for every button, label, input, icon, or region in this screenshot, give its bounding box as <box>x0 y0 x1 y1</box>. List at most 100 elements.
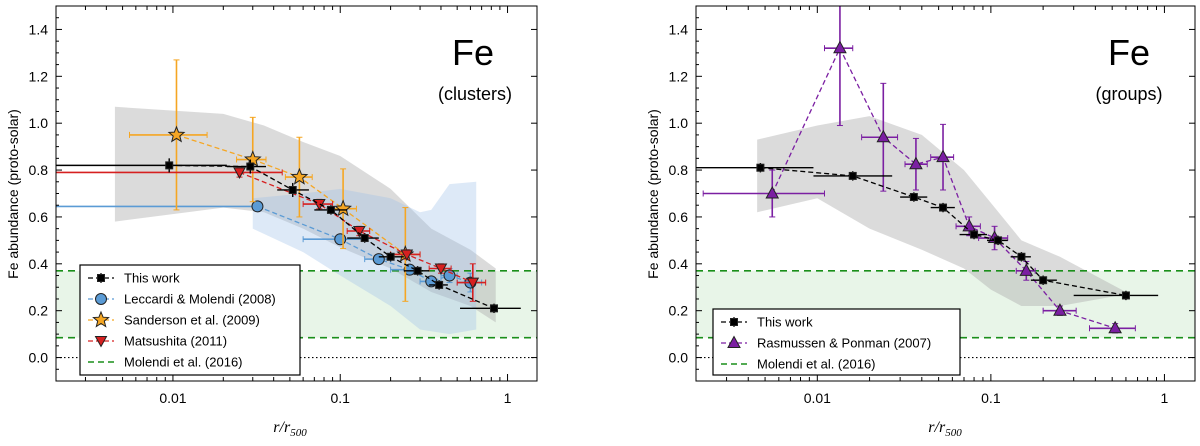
y-tick-label: 1.2 <box>669 68 689 84</box>
x-tick-label: 0.1 <box>331 390 351 406</box>
data-point <box>400 249 414 261</box>
series-connector-line <box>760 167 1127 297</box>
right-big-label: Fe <box>1108 32 1150 73</box>
data-point <box>756 163 765 172</box>
legend-marker <box>94 336 108 348</box>
left-x-axis-label: r/r500 <box>273 419 307 439</box>
legend-marker <box>727 335 741 348</box>
data-point <box>386 252 395 261</box>
left-x-axis-label-main: r/r <box>273 419 291 436</box>
data-point <box>246 162 255 171</box>
data-point <box>165 161 174 170</box>
data-point <box>833 40 847 54</box>
data-point <box>994 236 1003 245</box>
legend-label: Matsushita (2011) <box>124 334 227 349</box>
legend-entry: Leccardi & Molendi (2008) <box>88 292 276 307</box>
left-sub-label: (clusters) <box>438 84 512 104</box>
right-x-axis-label: r/r500 <box>928 419 962 439</box>
y-tick-label: 1.4 <box>29 21 49 37</box>
legend-label: This work <box>124 271 180 286</box>
data-point <box>1019 263 1034 276</box>
x-tick-label: 1 <box>1161 390 1169 406</box>
data-point <box>288 185 297 194</box>
scatter-band <box>114 106 496 323</box>
y-tick-label: 0.4 <box>669 256 689 272</box>
y-tick-label: 0.8 <box>29 162 49 178</box>
data-point <box>443 269 456 282</box>
y-tick-label: 1.0 <box>669 115 689 131</box>
legend-label: This work <box>757 315 813 330</box>
right-panel-groups: 0.0 0.2 0.4 0.6 0.8 1.0 1.2 1.4 0.01 0.1 1 Fe (gro… <box>645 5 1196 439</box>
left-legend-box <box>79 264 301 376</box>
y-tick-label: 0.8 <box>669 162 689 178</box>
data-point <box>876 129 891 143</box>
right-x-axis-label-sub: 500 <box>945 427 962 439</box>
data-point <box>970 230 979 239</box>
data-point <box>435 280 444 289</box>
x-tick-label: 0.01 <box>159 390 186 406</box>
data-point <box>765 185 780 199</box>
y-tick-label: 1.2 <box>29 68 49 84</box>
y-tick-label: 0.4 <box>29 256 49 272</box>
left-legend: This work Leccardi & Molendi (2008) Sander… <box>79 264 301 376</box>
series-connector-line <box>771 46 1116 329</box>
data-point <box>233 167 246 179</box>
data-point <box>466 277 480 290</box>
legend-entry: Molendi et al. (2016) <box>88 355 243 370</box>
y-tick-label: 0.0 <box>29 350 49 366</box>
data-point <box>909 193 918 202</box>
data-point <box>372 253 385 266</box>
data-point <box>1121 291 1130 300</box>
right-sub-label: (groups) <box>1095 84 1162 104</box>
left-panel-clusters: 0.0 0.2 0.4 0.6 0.8 1.0 1.2 1.4 0.01 0.1 1 Fe (clu… <box>5 5 538 439</box>
data-point <box>1053 303 1067 316</box>
legend-entry: This work <box>88 271 180 286</box>
series-sanderson-et-al-2009- <box>129 59 421 302</box>
x-tick-label: 0.01 <box>804 390 831 406</box>
data-point <box>326 205 335 214</box>
data-point <box>352 226 366 238</box>
data-point <box>939 203 948 212</box>
y-tick-label: 0.0 <box>669 350 689 366</box>
right-legend-box <box>712 308 961 376</box>
legend-label: Molendi et al. (2016) <box>757 357 876 372</box>
legend-marker <box>97 274 105 282</box>
right-x-axis-label-main: r/r <box>928 419 946 436</box>
legend-label: Leccardi & Molendi (2008) <box>124 292 276 307</box>
data-point <box>360 234 369 243</box>
x-tick-label: 0.1 <box>981 390 1001 406</box>
y-tick-label: 1.4 <box>669 21 689 37</box>
data-point <box>434 263 448 276</box>
data-point <box>290 167 309 185</box>
series-connector-line <box>239 171 474 284</box>
data-point <box>1039 276 1048 285</box>
legend-label: Molendi et al. (2016) <box>124 355 243 370</box>
y-tick-label: 1.0 <box>29 115 49 131</box>
left-y-axis-label: Fe abundance (proto-solar) <box>5 109 21 279</box>
data-point <box>413 266 422 275</box>
legend-marker <box>730 318 738 326</box>
data-point <box>1108 320 1122 334</box>
data-point <box>251 200 264 213</box>
legend-marker <box>92 310 110 328</box>
legend-marker <box>95 293 107 305</box>
legend-label: Sanderson et al. (2009) <box>124 313 260 328</box>
series-this-work <box>56 158 521 314</box>
legend-entry: Rasmussen & Ponman (2007) <box>721 335 931 351</box>
legend-entry: Matsushita (2011) <box>88 334 227 349</box>
legend-label: Rasmussen & Ponman (2007) <box>757 336 931 351</box>
y-tick-label: 0.6 <box>669 209 689 225</box>
data-point <box>936 149 950 163</box>
data-point <box>909 156 923 170</box>
data-point <box>1017 252 1026 261</box>
right-legend: This work Rasmussen & Ponman (2007) Molend… <box>712 308 961 376</box>
legend-entry: This work <box>721 315 813 330</box>
data-point <box>334 233 347 246</box>
data-point <box>334 199 352 217</box>
left-x-axis-label-sub: 500 <box>290 427 307 439</box>
data-point <box>490 304 499 313</box>
legend-entry: Sanderson et al. (2009) <box>88 310 260 328</box>
data-point <box>848 171 857 180</box>
left-big-label: Fe <box>452 32 494 73</box>
